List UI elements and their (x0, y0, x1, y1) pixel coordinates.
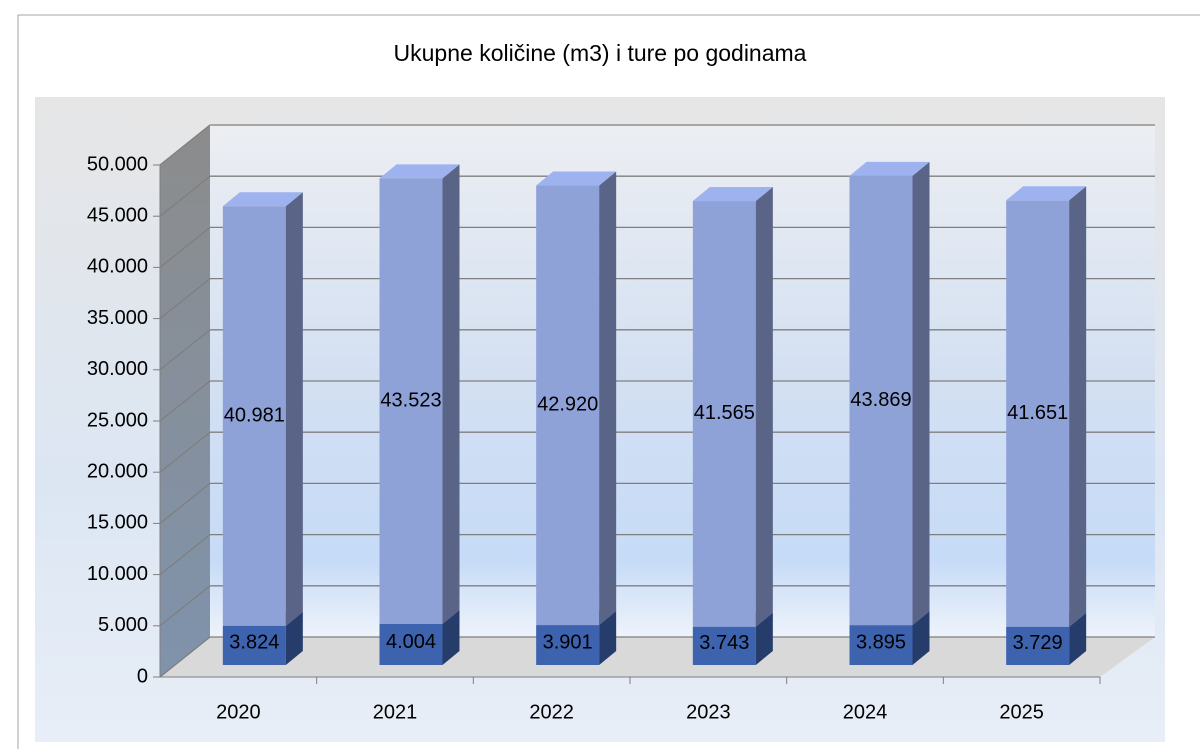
bar-side (1069, 612, 1087, 665)
bar-side (599, 171, 617, 626)
y-tick-label: 50.000 (87, 153, 148, 175)
bar (379, 623, 443, 665)
side-grid-line (159, 226, 211, 268)
bar-side (285, 611, 303, 665)
bar (692, 626, 756, 665)
bar-top (536, 171, 617, 186)
bar-side (599, 611, 617, 665)
side-grid-line (159, 636, 211, 678)
bar-side (1069, 186, 1087, 627)
side-grid-line (159, 534, 211, 576)
y-tick-label: 5.000 (98, 614, 148, 636)
side-grid-line (159, 124, 211, 166)
side-grid-line (159, 329, 211, 371)
x-tick-label: 2025 (999, 701, 1044, 723)
bar-side (285, 192, 303, 626)
chart-title: Ukupne količine (m3) i ture po godinama (394, 40, 807, 66)
data-label: 3.901 (543, 631, 593, 653)
x-tick-label: 2020 (216, 701, 261, 723)
bar (536, 625, 600, 665)
y-tick-label: 40.000 (87, 256, 148, 278)
side-grid-line (159, 482, 211, 524)
data-label: 4.004 (386, 631, 436, 653)
data-label: 43.523 (380, 389, 441, 411)
data-label: 3.729 (1013, 632, 1063, 654)
bar-top (849, 161, 930, 176)
data-label: 3.895 (856, 631, 906, 653)
bar (379, 178, 443, 624)
bar-side (442, 164, 460, 624)
data-label: 40.981 (224, 404, 285, 426)
y-tick-label: 20.000 (87, 460, 148, 482)
bar (1006, 200, 1070, 627)
bar (849, 625, 913, 665)
bar (222, 625, 286, 665)
y-tick-label: 15.000 (87, 512, 148, 534)
data-label: 3.824 (229, 632, 279, 654)
y-tick-label: 0 (137, 665, 148, 687)
side-grid-line (159, 585, 211, 627)
floor (160, 637, 1155, 677)
x-tick-label: 2022 (529, 701, 574, 723)
bar-top (1006, 186, 1087, 201)
data-label: 41.651 (1007, 402, 1068, 424)
x-tick-label: 2024 (843, 701, 888, 723)
bar-side (442, 609, 460, 665)
data-label: 41.565 (694, 402, 755, 424)
bar (1006, 626, 1070, 665)
data-label: 42.920 (537, 394, 598, 416)
y-tick-label: 10.000 (87, 563, 148, 585)
side-grid-line (159, 175, 211, 217)
side-grid-line (159, 278, 211, 320)
data-label: 43.869 (850, 389, 911, 411)
bar-side (912, 161, 930, 626)
y-tick-label: 25.000 (87, 409, 148, 431)
bar-side (755, 612, 773, 665)
bar-top (692, 187, 773, 202)
x-tick-label: 2021 (373, 701, 418, 723)
bar-side (912, 611, 930, 665)
y-tick-label: 35.000 (87, 307, 148, 329)
bar (536, 185, 600, 626)
bar-top (222, 192, 303, 207)
y-tick-label: 30.000 (87, 358, 148, 380)
bar (222, 206, 286, 626)
y-tick-label: 45.000 (87, 204, 148, 226)
side-grid-line (159, 380, 211, 422)
data-label: 3.743 (699, 632, 749, 654)
side-grid-line (159, 431, 211, 473)
bar-top (379, 164, 460, 179)
x-tick-label: 2023 (686, 701, 731, 723)
bar-side (755, 187, 773, 627)
bar (849, 175, 913, 626)
bar (692, 201, 756, 627)
